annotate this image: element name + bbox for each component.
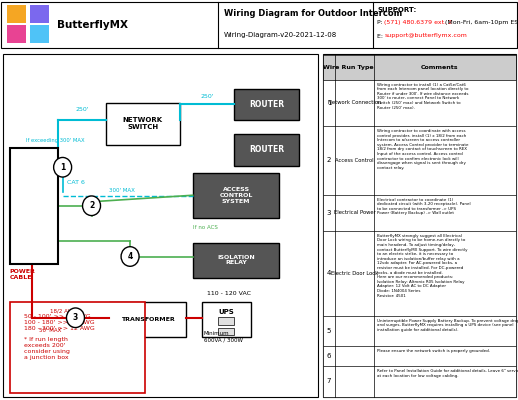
Text: 3: 3 [73, 313, 78, 322]
Text: support@butterflymx.com: support@butterflymx.com [384, 34, 467, 38]
Circle shape [82, 196, 100, 216]
Text: If exceeding 300' MAX: If exceeding 300' MAX [26, 138, 84, 143]
FancyBboxPatch shape [10, 302, 145, 393]
Text: CAT 6: CAT 6 [67, 180, 85, 185]
Text: E:: E: [377, 34, 385, 38]
Bar [7, 24, 26, 42]
Text: Access Control: Access Control [335, 158, 374, 163]
Circle shape [121, 247, 139, 266]
Text: 50' MAX: 50' MAX [38, 328, 61, 333]
Text: Please ensure the network switch is properly grounded.: Please ensure the network switch is prop… [377, 349, 490, 353]
Text: 50 - 100' >> 18 AWG
100 - 180' >> 14 AWG
180 - 300' >> 12 AWG

* If run length
e: 50 - 100' >> 18 AWG 100 - 180' >> 14 AWG… [24, 314, 95, 360]
Text: 5: 5 [327, 328, 331, 334]
Text: 300' MAX: 300' MAX [109, 188, 135, 193]
Text: Wiring contractor to coordinate with access
control provider, install (1) x 18/2: Wiring contractor to coordinate with acc… [377, 129, 469, 170]
Text: Network Connection: Network Connection [328, 100, 381, 106]
Bar [323, 316, 516, 346]
Text: ISOLATION
RELAY: ISOLATION RELAY [217, 254, 255, 266]
Text: 2: 2 [89, 201, 94, 210]
Text: Wiring Diagram for Outdoor Intercom: Wiring Diagram for Outdoor Intercom [224, 10, 402, 18]
Circle shape [54, 158, 71, 177]
Text: Wire Run Type: Wire Run Type [323, 65, 374, 70]
Bar [30, 4, 49, 22]
Circle shape [66, 308, 84, 328]
Bar [30, 24, 49, 42]
Text: Electrical Power: Electrical Power [334, 210, 376, 216]
Bar [27, 242, 35, 250]
Text: UPS: UPS [219, 309, 234, 315]
Text: 110 - 120 VAC: 110 - 120 VAC [207, 291, 251, 296]
Bar [10, 148, 58, 264]
Text: 3: 3 [327, 210, 332, 216]
Bar [109, 302, 186, 337]
Text: (571) 480.6379 ext. 2: (571) 480.6379 ext. 2 [384, 20, 453, 25]
Text: 1: 1 [327, 100, 332, 106]
Bar [17, 160, 26, 167]
Text: ButterflyMX strongly suggest all Electrical
Door Lock wiring to be home-run dire: ButterflyMX strongly suggest all Electri… [377, 234, 468, 298]
Text: NETWORK
SWITCH: NETWORK SWITCH [123, 117, 163, 130]
Text: Refer to Panel Installation Guide for additional details. Leave 6" service loop
: Refer to Panel Installation Guide for ad… [377, 369, 518, 378]
Text: 4: 4 [127, 252, 133, 261]
Bar [219, 317, 235, 325]
Bar [18, 233, 26, 241]
Bar [323, 366, 516, 396]
Text: Electrical contractor to coordinate (1)
dedicated circuit (with 3-20 receptacle): Electrical contractor to coordinate (1) … [377, 198, 471, 215]
Bar [323, 231, 516, 316]
Text: 1: 1 [60, 163, 65, 172]
Text: 250': 250' [75, 107, 89, 112]
Text: POWER
CABLE: POWER CABLE [10, 269, 36, 280]
Text: ButterflyMX: ButterflyMX [57, 20, 128, 30]
Bar [7, 4, 26, 22]
Text: Electric Door Lock: Electric Door Lock [331, 271, 378, 276]
Text: P:: P: [377, 20, 385, 25]
Bar [30, 160, 39, 167]
Bar [27, 233, 35, 241]
Text: Wiring-Diagram-v20-2021-12-08: Wiring-Diagram-v20-2021-12-08 [224, 32, 337, 38]
Bar [193, 172, 279, 218]
Bar [235, 88, 299, 120]
Bar [323, 80, 516, 126]
Text: 2: 2 [327, 158, 331, 164]
Text: 250': 250' [200, 94, 214, 99]
Text: ACCESS
CONTROL
SYSTEM: ACCESS CONTROL SYSTEM [219, 187, 253, 204]
Bar [219, 328, 235, 335]
Text: Wiring contractor to install (1) a Cat5e/Cat6
from each Intercom panel location : Wiring contractor to install (1) a Cat5e… [377, 82, 469, 110]
Bar [235, 134, 299, 166]
Bar [16, 172, 51, 228]
Text: If no ACS: If no ACS [193, 225, 218, 230]
Bar [323, 126, 516, 195]
Text: 6: 6 [327, 353, 332, 359]
Text: ROUTER: ROUTER [249, 145, 284, 154]
Bar [323, 195, 516, 231]
Text: Uninterruptible Power Supply Battery Backup. To prevent voltage drops
and surges: Uninterruptible Power Supply Battery Bac… [377, 318, 518, 332]
Bar [323, 346, 516, 366]
Bar [323, 55, 516, 80]
Bar [193, 242, 279, 278]
Text: 4: 4 [327, 270, 331, 276]
Text: TRANSFORMER: TRANSFORMER [121, 317, 175, 322]
Text: Comments: Comments [421, 65, 458, 70]
Text: (Mon-Fri, 6am-10pm EST): (Mon-Fri, 6am-10pm EST) [443, 20, 518, 25]
Text: SUPPORT:: SUPPORT: [377, 7, 416, 13]
Text: 7: 7 [327, 378, 332, 384]
Bar [106, 102, 180, 144]
Bar [41, 160, 51, 167]
Text: Minimum
600VA / 300W: Minimum 600VA / 300W [204, 331, 243, 342]
Text: 18/2 AWG: 18/2 AWG [50, 308, 77, 314]
Text: ROUTER: ROUTER [249, 100, 284, 109]
Bar [203, 302, 251, 337]
Bar [18, 242, 26, 250]
